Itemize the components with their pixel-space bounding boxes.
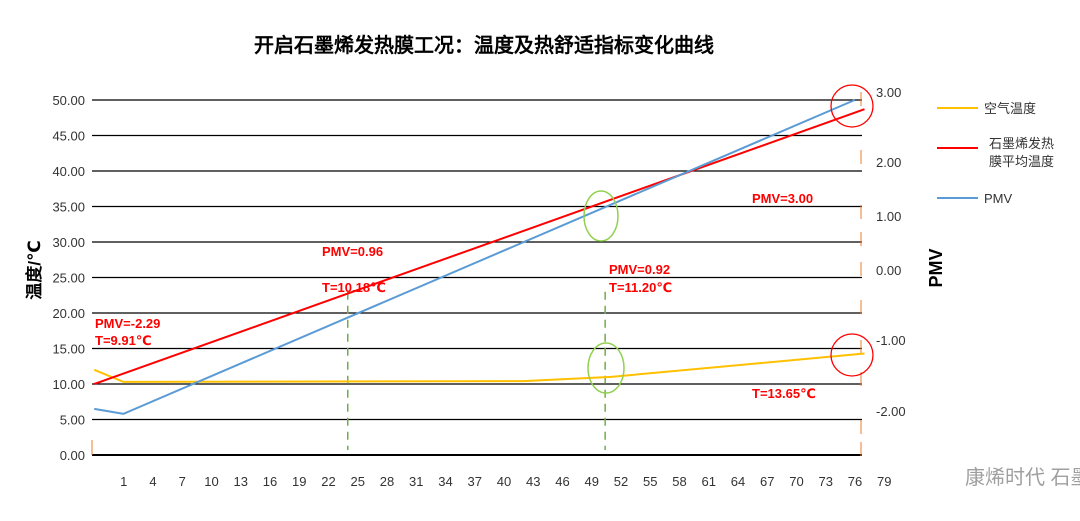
x-tick-label: 25 <box>351 474 365 489</box>
y-tick-label: 50.00 <box>52 93 85 108</box>
y2-tick-label: -1.00 <box>876 333 906 348</box>
x-tick-label: 61 <box>702 474 716 489</box>
x-tick-label: 10 <box>204 474 218 489</box>
x-tick-label: 55 <box>643 474 657 489</box>
x-tick-label: 19 <box>292 474 306 489</box>
x-tick-label: 58 <box>672 474 686 489</box>
x-tick-label: 70 <box>789 474 803 489</box>
x-tick-label: 64 <box>731 474 745 489</box>
highlight-circle <box>830 84 874 128</box>
legend-label: 石墨烯发热 <box>989 136 1054 151</box>
x-tick-label: 79 <box>877 474 891 489</box>
annotation: PMV=3.00 <box>752 191 813 206</box>
x-tick-label: 28 <box>380 474 394 489</box>
x-tick-label: 4 <box>149 474 156 489</box>
x-tick-label: 52 <box>614 474 628 489</box>
x-tick-label: 37 <box>468 474 482 489</box>
legend-label: PMV <box>984 191 1013 206</box>
x-tick-label: 76 <box>848 474 862 489</box>
x-tick-label: 67 <box>760 474 774 489</box>
legend-label: 空气温度 <box>984 101 1036 116</box>
highlight-ellipse <box>583 190 619 242</box>
chart-title: 开启石墨烯发热膜工况：温度及热舒适指标变化曲线 <box>254 33 714 57</box>
annotation: PMV=0.92 <box>609 262 670 277</box>
x-tick-label: 7 <box>179 474 186 489</box>
x-tick-label: 13 <box>234 474 248 489</box>
x-tick-label: 46 <box>555 474 569 489</box>
y-tick-label: 15.00 <box>52 342 85 357</box>
highlight-ellipse <box>587 342 625 394</box>
y2-tick-label: -2.00 <box>876 404 906 419</box>
y2-axis-label: PMV <box>926 248 946 287</box>
annotation: PMV=0.96 <box>322 244 383 259</box>
legend-label: 膜平均温度 <box>989 154 1054 169</box>
highlight-circle <box>830 333 874 377</box>
y-axis-label: 温度/℃ <box>24 240 44 299</box>
y2-tick-label: 1.00 <box>876 209 901 224</box>
annotation: T=13.65℃ <box>752 386 816 401</box>
x-tick-label: 31 <box>409 474 423 489</box>
x-tick-label: 40 <box>497 474 511 489</box>
y-tick-label: 5.00 <box>60 413 85 428</box>
y-tick-label: 25.00 <box>52 271 85 286</box>
y-tick-label: 10.00 <box>52 377 85 392</box>
x-tick-label: 16 <box>263 474 277 489</box>
annotation: PMV=-2.29 <box>95 316 160 331</box>
y-tick-label: 20.00 <box>52 306 85 321</box>
x-tick-label: 49 <box>585 474 599 489</box>
y2-tick-label: 2.00 <box>876 155 901 170</box>
x-tick-label: 34 <box>438 474 452 489</box>
y2-tick-label: 3.00 <box>876 85 901 100</box>
x-tick-label: 22 <box>321 474 335 489</box>
annotation: T=9.91℃ <box>95 333 152 348</box>
x-tick-label: 1 <box>120 474 127 489</box>
series-line <box>93 108 865 385</box>
annotation: T=10.18℃ <box>322 280 386 295</box>
annotation: T=11.20℃ <box>609 280 672 295</box>
x-tick-label: 43 <box>526 474 540 489</box>
x-tick-label: 73 <box>819 474 833 489</box>
watermark: 康烯时代 石墨烯 <box>965 466 1080 489</box>
y-tick-label: 30.00 <box>52 235 85 250</box>
y2-tick-label: 0.00 <box>876 263 901 278</box>
series-line <box>94 99 856 415</box>
y-tick-label: 35.00 <box>52 200 85 215</box>
y-tick-label: 45.00 <box>52 129 85 144</box>
y-tick-label: 40.00 <box>52 164 85 179</box>
y-tick-label: 0.00 <box>60 448 85 463</box>
